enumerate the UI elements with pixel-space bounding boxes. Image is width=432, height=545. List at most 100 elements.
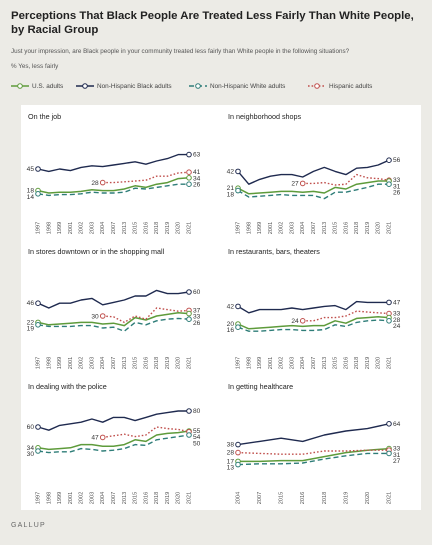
start-marker-hispanic: [99, 313, 106, 319]
end-marker-black: [186, 408, 192, 414]
x-tick-label: 2016: [143, 222, 149, 234]
series-line-us: [37, 312, 190, 327]
start-value-label-us: 18: [27, 188, 35, 195]
x-tick-label: 1999: [57, 222, 63, 234]
x-tick-label: 2004: [100, 492, 106, 504]
start-value-label-white: 18: [227, 191, 235, 198]
end-value-label-hispanic: 54: [193, 434, 201, 441]
x-tick-label: 2021: [386, 222, 392, 234]
end-marker-us: [186, 175, 192, 181]
end-value-label-black: 63: [193, 152, 201, 159]
chart-on-the-job: On the job 1997 1998 1999 2001 2002 2003 2004 20…: [27, 112, 201, 234]
panel-title: In getting healthcare: [228, 382, 293, 391]
x-tick-label: 2007: [311, 222, 317, 234]
x-tick-label: 2004: [100, 357, 106, 369]
start-value-label-hispanic: 28: [227, 450, 235, 457]
x-tick-label: 1998: [246, 357, 252, 369]
panel-police: In dealing with the police 1997 1998 1999 20…: [21, 375, 221, 510]
start-marker-white: [35, 191, 41, 197]
x-tick-label: 2020: [176, 222, 182, 234]
x-tick-label: 1999: [257, 357, 263, 369]
x-tick-label: 2016: [300, 492, 306, 504]
series-line-hispanic: [237, 449, 389, 455]
x-tick-label: 1998: [46, 357, 52, 369]
series-line-white: [37, 183, 189, 197]
chart-police: In dealing with the police 1997 1998 1999 20…: [27, 382, 201, 504]
units-note: % Yes, less fairly: [11, 63, 59, 70]
start-value-label-black: 42: [227, 303, 235, 310]
start-value-label-white: 13: [227, 465, 235, 472]
start-value-label-black: 60: [27, 424, 35, 431]
start-marker-hispanic: [299, 180, 306, 187]
legend-marker-black: [82, 83, 88, 89]
x-tick-label: 2019: [165, 222, 171, 234]
x-tick-label: 1998: [46, 222, 52, 234]
end-value-label-black: 80: [193, 408, 201, 415]
x-tick-label: 2004: [235, 492, 241, 504]
x-tick-label: 2016: [143, 357, 149, 369]
series-line-hispanic: [102, 307, 190, 324]
panel-on-the-job: On the job 1997 1998 1999 2001 2002 2003 2004 20…: [21, 105, 221, 240]
start-value-label-black: 42: [227, 168, 235, 175]
series-line-white: [37, 434, 190, 454]
x-tick-label: 1999: [57, 357, 63, 369]
end-marker-white: [186, 432, 192, 438]
series-line-white: [237, 319, 390, 332]
series-line-us: [37, 177, 190, 194]
x-tick-label: 1997: [35, 357, 41, 369]
end-value-label-us: 33: [193, 314, 201, 321]
end-value-label-black: 56: [393, 157, 401, 164]
x-tick-label: 2004: [300, 357, 306, 369]
series-line-us: [238, 447, 390, 463]
x-tick-label: 2015: [133, 357, 139, 369]
legend-swatch-black: [76, 83, 94, 89]
legend-marker-us: [17, 83, 23, 89]
start-marker-white: [35, 448, 41, 454]
start-marker-white: [35, 322, 41, 328]
end-marker-black: [186, 289, 192, 295]
x-tick-label: 2013: [122, 357, 128, 369]
end-marker-us: [186, 310, 192, 317]
series-line-black: [237, 423, 390, 446]
x-tick-label: 2003: [89, 222, 95, 234]
end-marker-white: [386, 450, 392, 457]
x-tick-label: 2015: [133, 222, 139, 234]
chart-healthcare: In getting healthcare 2004 2007 2015 2016 201…: [227, 382, 401, 504]
start-value-label-white: 16: [227, 327, 235, 334]
legend-item-us: U.S. adults: [11, 82, 63, 90]
start-value-label-white: 14: [27, 194, 35, 201]
x-tick-label: 2018: [322, 492, 328, 504]
x-tick-label: 2001: [268, 357, 274, 369]
x-tick-label: 2015: [333, 357, 339, 369]
start-value-label-hispanic: 47: [91, 435, 99, 442]
start-value-label-black: 38: [227, 442, 235, 449]
start-marker-black: [35, 166, 41, 172]
series-line-us: [37, 430, 190, 451]
x-tick-label: 2019: [165, 492, 171, 504]
end-value-label-black: 64: [393, 421, 401, 428]
end-value-label-us: 28: [393, 317, 401, 324]
x-tick-label: 2020: [376, 357, 382, 369]
x-tick-label: 2018: [354, 357, 360, 369]
start-value-label-hispanic: 28: [91, 180, 99, 187]
series-line-black: [37, 153, 189, 173]
x-tick-label: 2015: [279, 492, 285, 504]
x-tick-label: 2004: [300, 222, 306, 234]
series-line-white: [37, 317, 190, 332]
x-tick-label: 2018: [354, 222, 360, 234]
panel-title: In dealing with the police: [28, 382, 107, 391]
end-value-label-black: 47: [393, 299, 401, 306]
x-tick-label: 2020: [176, 357, 182, 369]
legend-marker-hispanic: [314, 83, 320, 89]
start-marker-hispanic: [235, 449, 241, 456]
x-tick-label: 2004: [100, 222, 106, 234]
x-tick-label: 2021: [186, 357, 192, 369]
series-line-hispanic: [102, 426, 190, 439]
series-line-black: [37, 289, 190, 309]
x-tick-label: 2021: [186, 492, 192, 504]
start-marker-hispanic: [299, 318, 306, 324]
series-line-black: [37, 410, 189, 431]
series-line-hispanic: [302, 310, 390, 322]
x-tick-label: 2021: [386, 357, 392, 369]
start-marker-hispanic: [99, 179, 106, 186]
